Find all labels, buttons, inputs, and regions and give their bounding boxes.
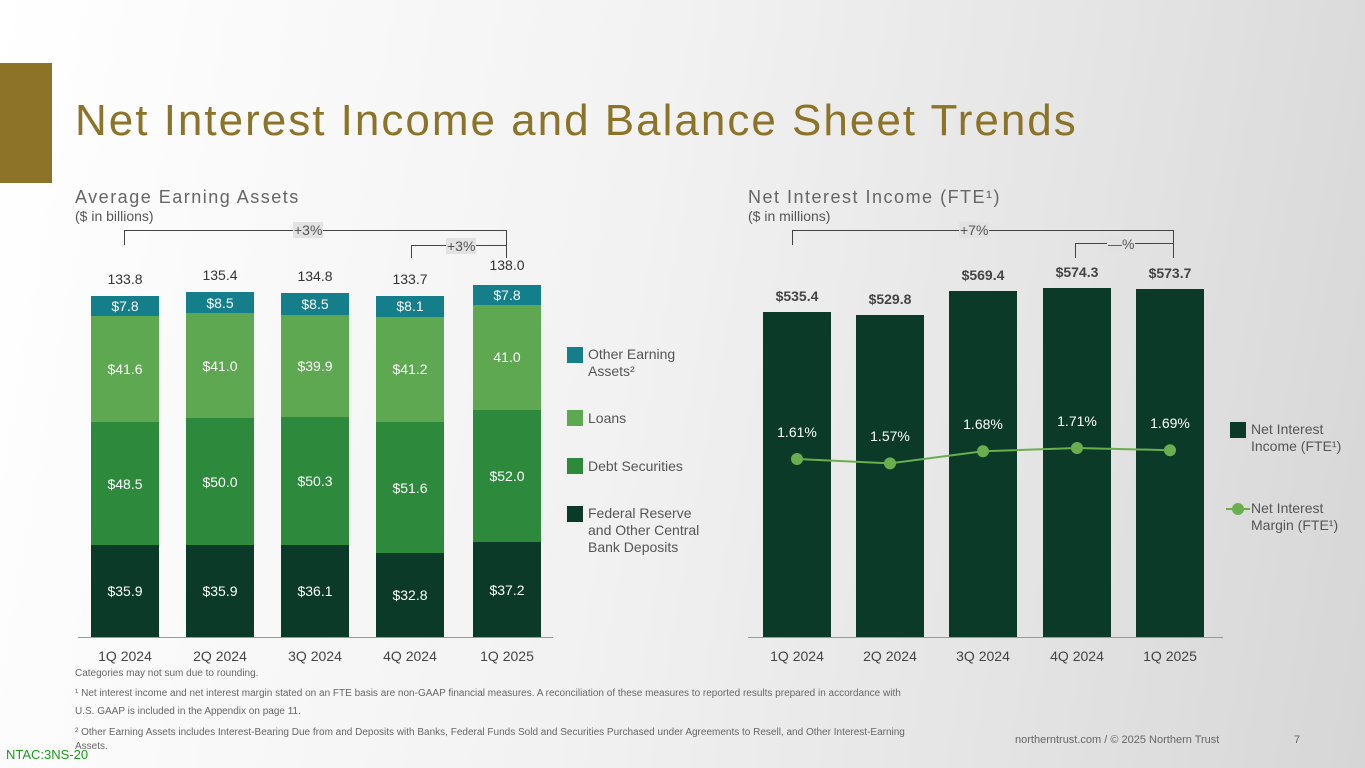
nii-bar xyxy=(763,312,831,637)
growth-label-qoq-right: —% xyxy=(1107,236,1136,252)
legend-swatch-other xyxy=(567,347,583,363)
bar-segment: $48.5 xyxy=(91,421,159,546)
bar-segment: $7.8 xyxy=(91,295,159,316)
legend-federal: Federal Reserve and Other Central Bank D… xyxy=(588,505,700,555)
left-chart-subtitle: ($ in billions) xyxy=(75,208,154,224)
bar-segment: $52.0 xyxy=(473,409,541,543)
bar-segment: $39.9 xyxy=(281,314,349,417)
bar-segment: $8.5 xyxy=(281,293,349,315)
nii-value-label: $569.4 xyxy=(961,267,1005,284)
right-chart-title: Net Interest Income (FTE¹) xyxy=(748,187,1002,207)
x-tick-label: 2Q 2024 xyxy=(863,648,917,664)
nim-value-label: 1.57% xyxy=(870,428,910,445)
legend-swatch-loans xyxy=(567,410,583,426)
legend-debt: Debt Securities xyxy=(588,458,683,474)
legend-swatch-debt xyxy=(567,458,583,474)
legend-loans: Loans xyxy=(588,410,627,426)
nim-point xyxy=(884,457,896,470)
accent-bar xyxy=(0,63,52,183)
x-tick-label: 3Q 2024 xyxy=(288,648,342,664)
x-tick-label: 1Q 2025 xyxy=(1143,648,1197,664)
bar-segment: $35.9 xyxy=(91,545,159,637)
bar-segment: $7.8 xyxy=(473,285,541,305)
nii-bar xyxy=(856,315,924,637)
x-tick-label: 1Q 2024 xyxy=(98,648,152,664)
bar-segment: $8.1 xyxy=(376,296,444,317)
nim-value-label: 1.61% xyxy=(777,424,817,440)
footnote-2-cont: Assets. xyxy=(75,741,108,752)
bar-segment: $37.2 xyxy=(473,542,541,637)
document-code: NTAC:3NS-20 xyxy=(6,747,89,762)
nim-value-label: 1.68% xyxy=(963,416,1003,433)
nim-value-label: 1.69% xyxy=(1150,415,1190,432)
footer-copyright: northerntrust.com / © 2025 Northern Trus… xyxy=(1015,734,1220,746)
legend-swatch-federal xyxy=(567,506,583,522)
total-label: 133.8 xyxy=(107,270,143,287)
bar-segment: $32.8 xyxy=(376,553,444,637)
bar-segment: 41.0 xyxy=(473,304,541,410)
legend-nii: Net Interest Income (FTE¹) xyxy=(1251,421,1342,454)
footnote-rounding: Categories may not sum due to rounding. xyxy=(75,668,259,679)
total-label: 138.0 xyxy=(489,257,525,274)
footnote-1: ¹ Net interest income and net interest m… xyxy=(75,688,901,699)
page-number: 7 xyxy=(1294,734,1301,746)
left-x-axis xyxy=(78,637,553,638)
growth-label-yoy-left: +3% xyxy=(293,222,324,238)
growth-label-qoq-left: +3% xyxy=(446,238,477,254)
nii-bar xyxy=(1136,288,1204,637)
x-tick-label: 4Q 2024 xyxy=(383,648,437,664)
bar-segment: $41.6 xyxy=(91,315,159,422)
nim-point xyxy=(1164,444,1176,457)
bar-segment: $36.1 xyxy=(281,544,349,637)
nii-value-label: $573.7 xyxy=(1148,264,1192,281)
nim-point xyxy=(791,453,803,465)
footnote-2: ² Other Earning Assets includes Interest… xyxy=(75,727,905,738)
bar-segment: $41.0 xyxy=(186,313,254,418)
x-tick-label: 1Q 2024 xyxy=(770,648,824,664)
total-label: 135.4 xyxy=(202,266,238,283)
legend-nim-marker-icon xyxy=(1226,503,1250,515)
footnote-1-cont: U.S. GAAP is included in the Appendix on… xyxy=(75,706,301,717)
nim-value-label: 1.71% xyxy=(1057,413,1097,429)
right-chart-subtitle: ($ in millions) xyxy=(748,208,831,224)
bar-segment: $51.6 xyxy=(376,421,444,554)
legend-nim: Net Interest Margin (FTE¹) xyxy=(1251,500,1339,533)
nim-point xyxy=(1071,442,1083,454)
total-label: 134.8 xyxy=(297,268,333,285)
bar-segment: $8.5 xyxy=(186,291,254,314)
x-tick-label: 2Q 2024 xyxy=(193,648,247,664)
nii-bar xyxy=(949,291,1017,637)
nii-value-label: $574.3 xyxy=(1055,264,1099,281)
x-tick-label: 4Q 2024 xyxy=(1050,648,1104,664)
bar-segment: $50.3 xyxy=(281,416,349,545)
legend-swatch-nii xyxy=(1230,422,1246,438)
nii-value-label: $535.4 xyxy=(775,288,819,304)
bar-segment: $35.9 xyxy=(186,545,254,637)
nim-point xyxy=(977,445,989,458)
nii-value-label: $529.8 xyxy=(868,291,912,308)
growth-label-yoy-right: +7% xyxy=(959,222,990,238)
x-tick-label: 3Q 2024 xyxy=(956,648,1010,664)
x-tick-label: 1Q 2025 xyxy=(480,648,534,664)
bar-segment: $41.2 xyxy=(376,316,444,422)
page-title: Net Interest Income and Balance Sheet Tr… xyxy=(75,96,1078,145)
nii-bar xyxy=(1043,288,1111,637)
bar-segment: $50.0 xyxy=(186,417,254,546)
total-label: 133.7 xyxy=(392,271,428,288)
left-chart-title: Average Earning Assets xyxy=(75,187,300,207)
right-x-axis xyxy=(748,637,1223,638)
legend-other: Other Earning Assets² xyxy=(588,346,676,379)
